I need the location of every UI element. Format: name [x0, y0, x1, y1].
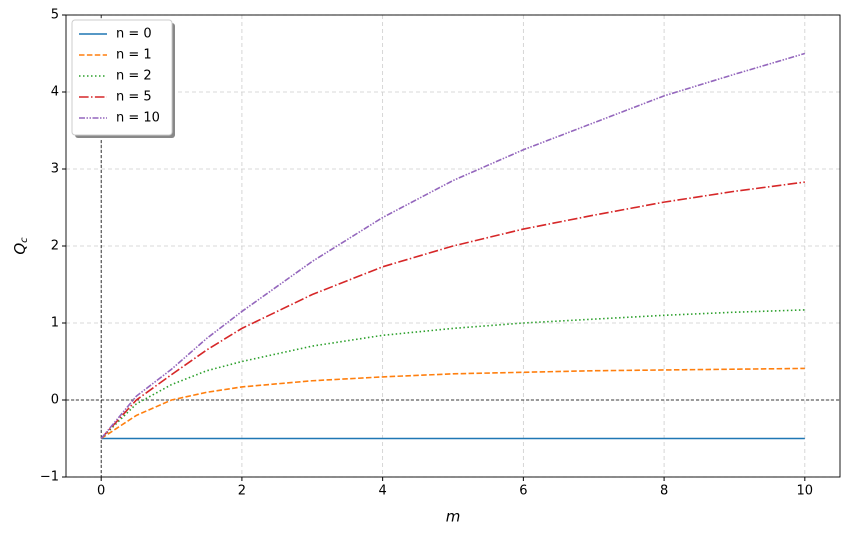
y-tick-label: 0: [51, 393, 59, 408]
legend-label: n = 2: [116, 69, 152, 84]
y-tick-label: 4: [51, 85, 59, 100]
y-axis-label: Qc: [11, 237, 31, 255]
x-tick-label: 8: [660, 484, 668, 499]
y-tick-label: 5: [51, 8, 59, 23]
y-tick-label: 2: [51, 239, 59, 254]
x-tick-label: 0: [97, 484, 105, 499]
series-line: [100, 367, 805, 440]
legend-box: [71, 19, 173, 136]
legend: n = 0 n = 1 n = 2 n = 5 n = 10: [71, 19, 175, 138]
x-tick-label: 4: [378, 484, 386, 499]
x-tick-label: 10: [797, 484, 814, 499]
legend-label: n = 5: [116, 90, 152, 105]
plot-frame: [65, 14, 841, 478]
legend-label: n = 1: [116, 48, 152, 63]
series-line: [100, 52, 806, 440]
x-tick-label: 6: [519, 484, 527, 499]
y-tick-label: 3: [51, 162, 59, 177]
x-tick-label: 2: [238, 484, 246, 499]
x-axis-label: m: [446, 508, 461, 526]
series-line: [100, 309, 805, 440]
legend-label: n = 10: [116, 111, 160, 126]
y-axis-label-main: Q: [11, 243, 29, 255]
y-tick-label: 1: [51, 316, 59, 331]
y-tick-label: −1: [40, 470, 59, 485]
series-line: [100, 181, 805, 440]
y-axis-label-sub: c: [19, 237, 30, 243]
legend-label: n = 0: [116, 27, 152, 42]
